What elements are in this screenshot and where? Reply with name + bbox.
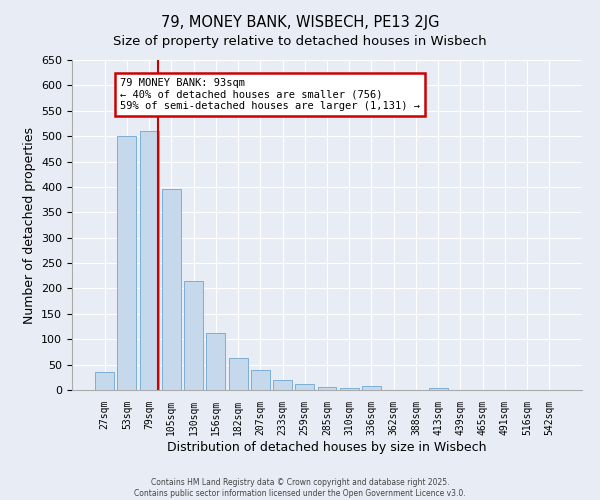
- Bar: [206, 333, 225, 390]
- Text: Size of property relative to detached houses in Wisbech: Size of property relative to detached ho…: [113, 35, 487, 48]
- Bar: [295, 384, 314, 390]
- Text: 79, MONEY BANK, WISBECH, PE13 2JG: 79, MONEY BANK, WISBECH, PE13 2JG: [161, 15, 439, 30]
- Bar: [362, 386, 381, 390]
- Bar: [162, 190, 181, 390]
- Bar: [340, 388, 359, 390]
- Bar: [95, 372, 114, 390]
- Bar: [140, 131, 158, 390]
- Bar: [429, 388, 448, 390]
- Bar: [251, 370, 270, 390]
- Y-axis label: Number of detached properties: Number of detached properties: [23, 126, 35, 324]
- Bar: [118, 136, 136, 390]
- Text: Contains HM Land Registry data © Crown copyright and database right 2025.
Contai: Contains HM Land Registry data © Crown c…: [134, 478, 466, 498]
- Bar: [229, 358, 248, 390]
- Bar: [184, 281, 203, 390]
- Bar: [317, 388, 337, 390]
- X-axis label: Distribution of detached houses by size in Wisbech: Distribution of detached houses by size …: [167, 440, 487, 454]
- Bar: [273, 380, 292, 390]
- Text: 79 MONEY BANK: 93sqm
← 40% of detached houses are smaller (756)
59% of semi-deta: 79 MONEY BANK: 93sqm ← 40% of detached h…: [120, 78, 420, 111]
